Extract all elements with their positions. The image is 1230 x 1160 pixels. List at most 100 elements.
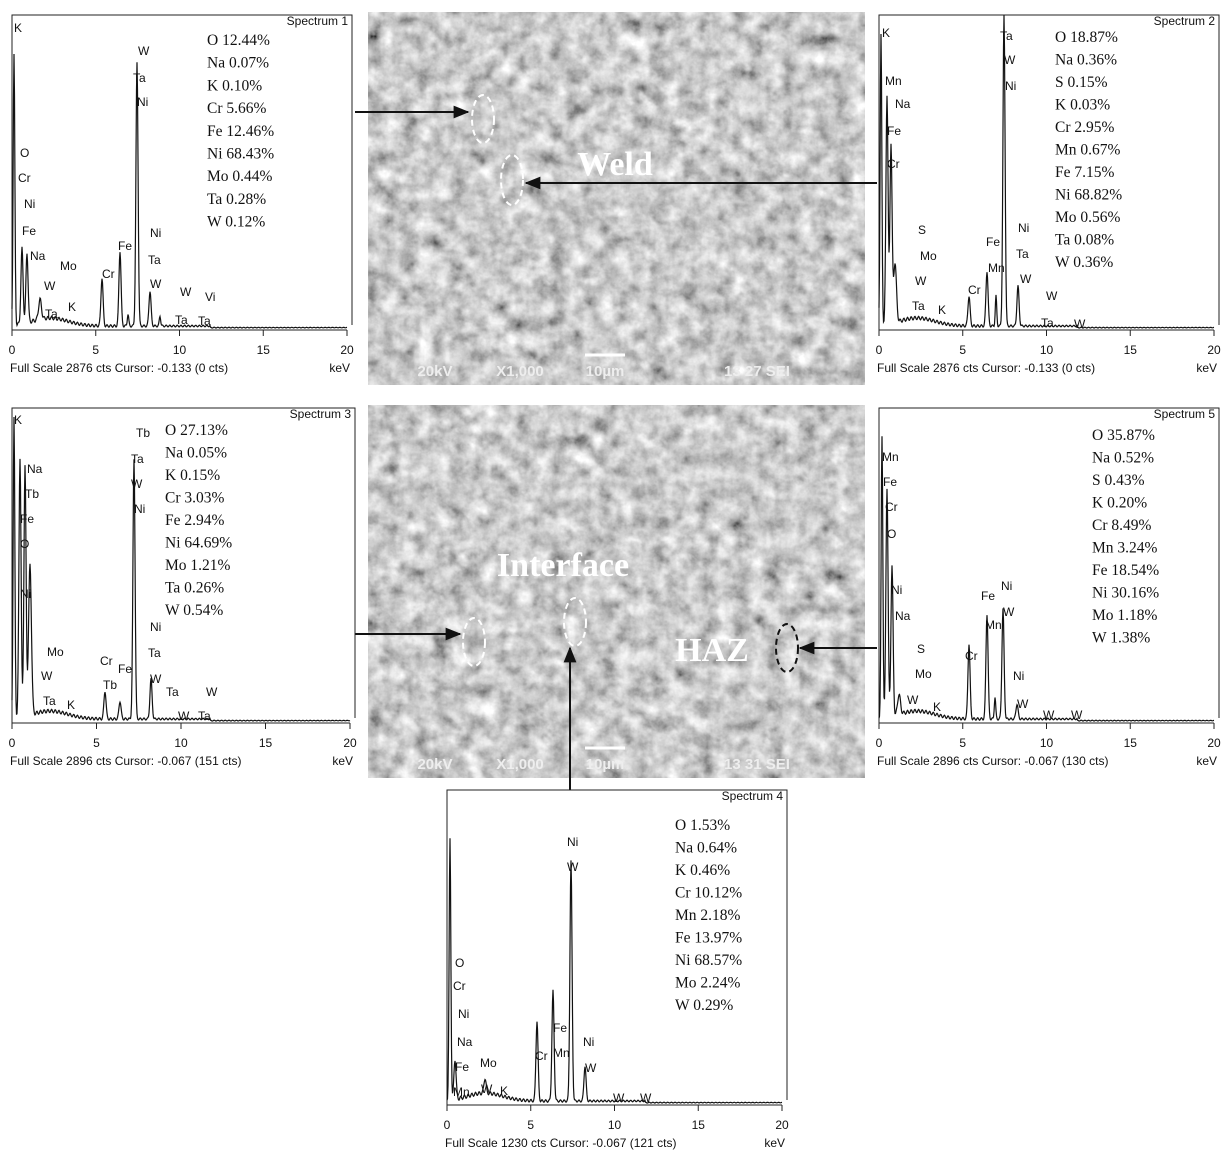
peak-label: Ni	[1013, 669, 1024, 683]
composition: Fe 7.15%	[1055, 164, 1115, 181]
sem-image-interface: Interface HAZ 20kV X1,000 10µm 13 31 SEI	[368, 405, 865, 778]
axis-unit: keV	[764, 1136, 785, 1150]
eds-spectrum: Spectrum 1KWTaNiOCrNiFeNaMoWKTaCrFeNiTaW…	[9, 14, 354, 375]
peak-label: Ni	[1005, 79, 1016, 93]
x-tick-label: 15	[257, 343, 271, 357]
peak-label: Na	[27, 462, 43, 476]
peak-label: Ta	[148, 253, 161, 267]
peak-label: W	[178, 709, 190, 723]
composition: Na 0.07%	[207, 55, 269, 72]
peak-label: O	[887, 527, 896, 541]
x-tick-label: 0	[9, 736, 16, 750]
composition: Cr 2.95%	[1055, 119, 1115, 136]
peak-label: W	[1017, 697, 1029, 711]
peak-label: W	[1020, 272, 1032, 286]
eds-spectrum: Spectrum 5MnFeCrONiNaSMoWKCrFeNiMnWNiWWW…	[876, 407, 1221, 768]
peak-label: W	[138, 44, 150, 58]
footer: Full Scale 2876 cts Cursor: -0.133 (0 ct…	[10, 361, 228, 375]
peak-label: Mn	[553, 1046, 570, 1060]
scale-bar-label: 10µm	[586, 363, 625, 380]
composition: O 12.44%	[207, 32, 270, 49]
peak-label: Ta	[133, 71, 146, 85]
peak-label: Fe	[455, 1060, 469, 1074]
composition: Mo 2.24%	[675, 975, 741, 992]
x-tick-label: 5	[959, 736, 966, 750]
footer: Full Scale 1230 cts Cursor: -0.067 (121 …	[445, 1136, 676, 1150]
peak-label: Mn	[882, 450, 899, 464]
composition: K 0.15%	[165, 467, 220, 484]
peak-label: Ta	[912, 299, 925, 313]
peak-label: K	[933, 700, 941, 714]
sem-image-weld: Weld 20kV X1,000 10µm 13 27 SEI	[368, 12, 865, 385]
peak-label: S	[918, 223, 926, 237]
spectrum-title: Spectrum 1	[287, 14, 349, 28]
x-tick-label: 20	[343, 736, 357, 750]
peak-label: W	[1043, 708, 1055, 722]
peak-label: Ta	[198, 314, 211, 328]
spectrum-title: Spectrum 4	[722, 789, 784, 803]
peak-label: Fe	[118, 239, 132, 253]
peak-label: Mn	[453, 1085, 470, 1099]
peak-label: Ta	[1041, 316, 1054, 330]
peak-label: Tb	[25, 487, 39, 501]
peak-label: Ta	[1000, 29, 1013, 43]
peak-label: Ni	[134, 502, 145, 516]
composition: O 1.53%	[675, 817, 730, 834]
composition: Cr 8.49%	[1092, 517, 1152, 534]
composition: S 0.43%	[1092, 472, 1145, 489]
composition: Mo 0.44%	[207, 168, 273, 185]
x-tick-label: 10	[173, 343, 187, 357]
x-tick-label: 0	[444, 1118, 451, 1132]
peak-label: W	[150, 277, 162, 291]
composition: Ta 0.26%	[165, 580, 224, 597]
peak-label: Tb	[136, 426, 150, 440]
composition: Mo 1.18%	[1092, 607, 1158, 624]
composition: Na 0.52%	[1092, 450, 1154, 467]
x-tick-label: 15	[1124, 736, 1138, 750]
peak-label: Vi	[205, 290, 215, 304]
plot-frame	[879, 15, 1219, 330]
footer: Full Scale 2896 cts Cursor: -0.067 (151 …	[10, 754, 241, 768]
x-tick-label: 0	[876, 343, 883, 357]
peak-label: Ni	[24, 197, 35, 211]
spectrum-trace	[879, 15, 1214, 328]
peak-label: Na	[457, 1035, 473, 1049]
x-tick-label: 10	[1040, 343, 1054, 357]
composition: Cr 10.12%	[675, 885, 742, 902]
peak-label: Ta	[131, 452, 144, 466]
peak-label: Na	[895, 97, 911, 111]
peak-label: Fe	[20, 512, 34, 526]
peak-label: W	[613, 1091, 625, 1105]
peak-label: Fe	[118, 662, 132, 676]
composition: O 27.13%	[165, 422, 228, 439]
spectrum-title: Spectrum 3	[290, 407, 352, 421]
peak-label: Fe	[981, 589, 995, 603]
voltage: 20kV	[417, 756, 452, 773]
sem-photo	[368, 405, 865, 778]
peak-label: W	[585, 1061, 597, 1075]
peak-label: W	[44, 279, 56, 293]
x-tick-label: 10	[174, 736, 188, 750]
peak-label: Fe	[22, 224, 36, 238]
peak-label: Ni	[1018, 221, 1029, 235]
eds-spectrum: Spectrum 4OCrNiNaFeMoMnWKCrFeMnNiWNiWWWO…	[444, 789, 789, 1150]
peak-label: Mo	[920, 249, 937, 263]
peak-label: Ni	[583, 1035, 594, 1049]
composition: Mn 2.18%	[675, 907, 741, 924]
peak-label: Cr	[885, 500, 898, 514]
composition: Cr 3.03%	[165, 490, 225, 507]
peak-label: Ni	[567, 835, 578, 849]
peak-label: W	[1003, 605, 1015, 619]
x-tick-label: 5	[93, 736, 100, 750]
peak-label: Mn	[885, 74, 902, 88]
composition: Ta 0.28%	[207, 191, 266, 208]
peak-label: W	[1046, 289, 1058, 303]
peak-label: Ta	[43, 694, 56, 708]
peak-label: Cr	[100, 654, 113, 668]
peak-label: Cr	[102, 267, 115, 281]
composition: Ni 64.69%	[165, 535, 232, 552]
peak-label: Ni	[150, 620, 161, 634]
peak-label: Ta	[1016, 247, 1029, 261]
peak-label: W	[907, 693, 919, 707]
